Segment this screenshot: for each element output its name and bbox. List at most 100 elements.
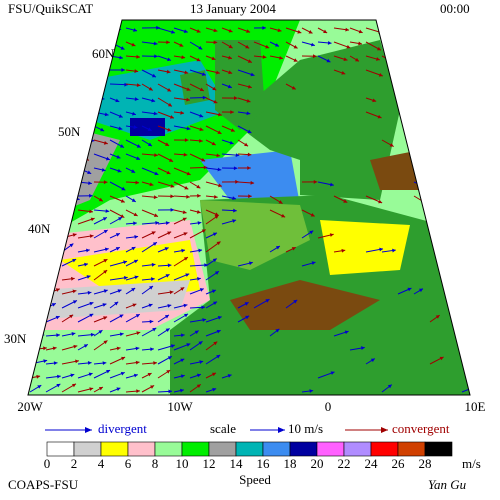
wind-arrow-head [103, 289, 108, 293]
wind-arrow-head [167, 231, 172, 235]
wind-arrow-head [326, 58, 331, 63]
wind-arrow [61, 83, 72, 90]
wind-arrow-head [330, 371, 335, 375]
wind-arrow-head [105, 61, 110, 65]
wind-arrow-head [164, 314, 169, 319]
wind-arrow-head [327, 41, 332, 45]
wind-arrow-head [265, 299, 270, 303]
wind-arrow [29, 97, 47, 104]
wind-arrow-head [262, 55, 267, 59]
wind-arrow-head [438, 56, 442, 60]
colorbar-tick: 6 [125, 456, 132, 471]
wind-arrow-head [148, 86, 153, 91]
wind-arrow-head [85, 127, 89, 132]
wind-arrow [61, 41, 77, 48]
wind-arrow-head [281, 213, 286, 218]
wind-arrow-head [136, 54, 140, 59]
wind-arrow-head [154, 213, 158, 217]
wind-arrow-head [89, 193, 93, 198]
wind-arrow-head [87, 361, 92, 365]
wind-arrow-head [440, 208, 445, 213]
wind-arrow-head [147, 373, 152, 377]
wind-arrow-head [181, 248, 186, 253]
colorbar-tick: 0 [44, 456, 51, 471]
wind-arrow-head [218, 112, 222, 117]
colorbar-box [424, 441, 453, 457]
wind-arrow-head [275, 328, 280, 333]
wind-arrow [461, 181, 470, 185]
wind-arrow-head [152, 242, 157, 246]
wind-arrow-head [230, 128, 235, 132]
wind-arrow-head [456, 167, 460, 172]
wind-arrow-head [229, 140, 234, 145]
wind-arrow-head [426, 128, 431, 132]
wind-arrow-head [439, 356, 444, 361]
wind-arrow-head [247, 166, 251, 170]
wind-arrow-head [103, 180, 108, 185]
wind-arrow-head [133, 212, 138, 217]
wind-arrow-head [196, 373, 201, 378]
wind-arrow-head [330, 182, 334, 187]
wind-arrow-head [199, 138, 203, 143]
wind-arrow-head [131, 42, 136, 47]
wind-arrow-head [443, 125, 448, 130]
colorbar-tick: 26 [392, 456, 406, 471]
wind-arrow-head [170, 207, 175, 212]
wind-arrow [29, 111, 44, 121]
wind-arrow-head [72, 184, 77, 189]
wind-arrow-head [234, 96, 238, 100]
lon-label: 0 [325, 399, 332, 414]
mountains [230, 280, 380, 330]
wind-arrow-head [103, 340, 108, 345]
wind-arrow [29, 181, 47, 186]
wind-arrow-head [310, 213, 315, 217]
wind-arrow [461, 83, 470, 91]
wind-arrow-head [51, 303, 56, 307]
wind-arrow [461, 69, 470, 74]
wind-arrow-head [90, 217, 95, 222]
footer-left: COAPS-FSU [8, 477, 79, 492]
wind-arrow-head [228, 28, 233, 33]
wind-arrow-head [101, 71, 106, 75]
wind-arrow-head [201, 157, 206, 162]
wind-arrow-head [151, 231, 156, 235]
colorbar-box [127, 441, 156, 457]
wind-arrow-head [38, 261, 43, 266]
wind-arrow-head [405, 26, 409, 31]
wind-arrow-head [35, 301, 40, 306]
wind-arrow-head [213, 301, 218, 306]
wind-arrow-head [36, 318, 41, 322]
wind-arrow-head [216, 354, 221, 359]
wind-arrow-head [265, 44, 270, 49]
wind-arrow-head [116, 346, 121, 351]
wind-arrow-head [291, 85, 296, 90]
wind-arrow-head [85, 96, 89, 101]
wind-arrow-head [167, 263, 172, 268]
wind-arrow-head [247, 84, 252, 89]
wind-arrow-head [246, 99, 251, 103]
wind-arrow-head [438, 83, 443, 88]
wind-arrow-head [118, 126, 123, 131]
wind-arrow-head [442, 101, 447, 106]
wind-arrow-head [135, 314, 140, 318]
wind-arrow [29, 125, 45, 135]
colorbar-tick: 28 [419, 456, 432, 471]
wind-arrow-head [134, 97, 139, 101]
wind-arrow-head [278, 200, 283, 204]
wind-arrow [29, 301, 40, 309]
wind-arrow-head [423, 85, 428, 89]
wind-arrow-head [182, 210, 187, 214]
wind-arrow-head [121, 68, 125, 72]
wind-arrow-head [131, 198, 136, 202]
wind-arrow-head [98, 387, 103, 391]
wind-arrow-head [167, 127, 172, 132]
colorbar-box [235, 441, 264, 457]
wind-arrow [29, 139, 43, 142]
wind-arrow [413, 153, 432, 156]
wind-arrow [29, 27, 41, 31]
wind-arrow [77, 69, 96, 74]
colorbar-box [343, 441, 372, 457]
wind-arrow [429, 111, 445, 114]
wind-arrow-head [105, 156, 110, 161]
wind-arrow [397, 55, 408, 60]
